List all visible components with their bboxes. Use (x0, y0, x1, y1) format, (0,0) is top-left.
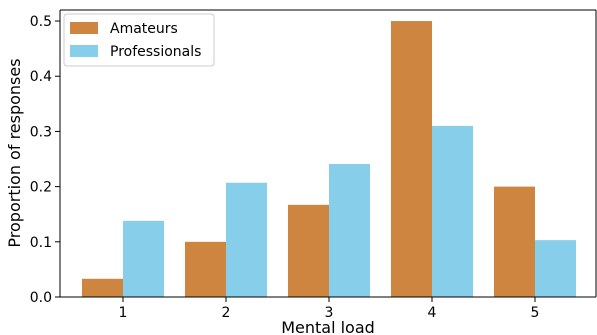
legend: Amateurs Professionals (63, 13, 215, 67)
legend-swatch-amateurs (70, 22, 98, 34)
x-tick-label: 3 (325, 305, 334, 321)
y-tick-label: 0.4 (30, 69, 52, 85)
bar-professionals-5 (535, 240, 576, 297)
bar-professionals-2 (226, 182, 267, 297)
legend-swatch-professionals (70, 45, 98, 57)
bars-group (82, 21, 576, 298)
y-tick-label: 0.2 (30, 180, 52, 196)
bar-amateurs-2 (185, 241, 226, 297)
bar-professionals-4 (432, 125, 473, 298)
legend-frame (63, 13, 215, 67)
bar-amateurs-4 (391, 21, 432, 298)
y-tick-label: 0.0 (30, 290, 52, 306)
bar-amateurs-1 (82, 278, 123, 297)
bar-amateurs-5 (494, 186, 535, 297)
x-ticks-group: 1 2 3 4 5 (119, 297, 540, 321)
y-axis-label: Proportion of responses (5, 58, 24, 247)
bar-professionals-1 (123, 220, 164, 297)
legend-label-amateurs: Amateurs (110, 21, 178, 37)
legend-label-professionals: Professionals (110, 44, 201, 60)
x-tick-label: 4 (428, 305, 437, 321)
bar-professionals-3 (329, 163, 370, 297)
y-tick-label: 0.1 (30, 235, 52, 251)
x-tick-label: 1 (119, 305, 128, 321)
y-tick-label: 0.3 (30, 124, 52, 140)
x-axis-label: Mental load (281, 318, 375, 335)
bar-amateurs-3 (288, 204, 329, 297)
x-tick-label: 2 (222, 305, 231, 321)
axes-group (59, 9, 597, 298)
y-tick-label: 0.5 (30, 14, 52, 30)
y-ticks-group: 0.0 0.1 0.2 0.3 0.4 0.5 (30, 14, 60, 306)
x-tick-label: 5 (531, 305, 540, 321)
